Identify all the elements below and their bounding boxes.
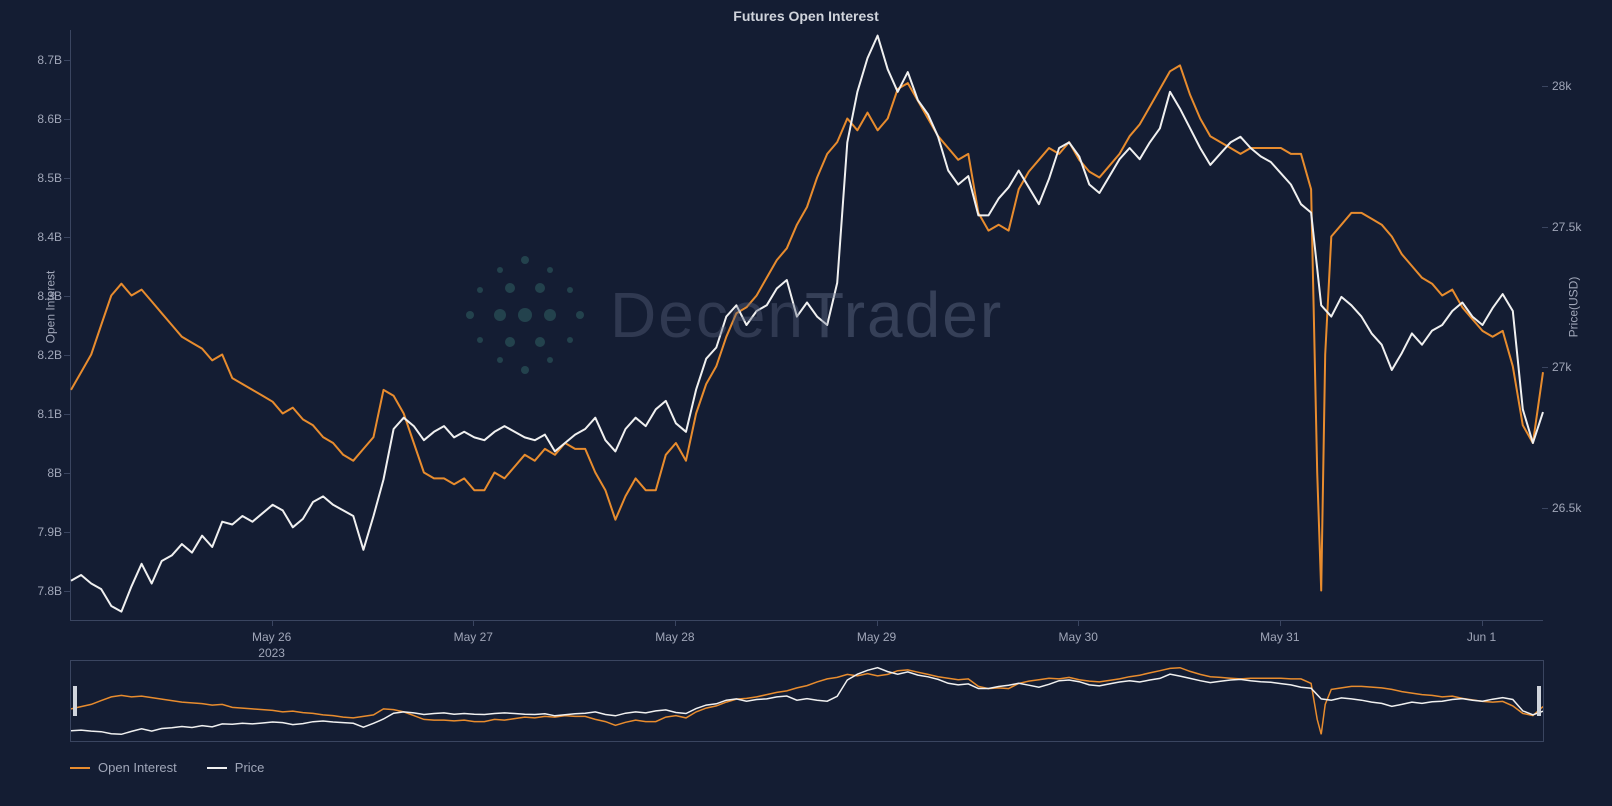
legend-item-price[interactable]: Price (207, 760, 265, 775)
y-left-tick-label: 8.3B (12, 289, 62, 303)
y-right-tick-label: 27k (1552, 360, 1602, 374)
legend-label: Open Interest (98, 760, 177, 775)
legend-swatch (70, 767, 90, 769)
legend: Open Interest Price (70, 760, 264, 775)
y-left-tick-label: 8.5B (12, 171, 62, 185)
y-right-tick-label: 28k (1552, 79, 1602, 93)
legend-label: Price (235, 760, 265, 775)
y-axis-left-label: Open Interest (43, 271, 57, 344)
range-handle-left[interactable] (73, 686, 77, 716)
line-chart-svg (71, 30, 1543, 620)
y-right-tick-label: 27.5k (1552, 220, 1602, 234)
y-left-tick-label: 8.7B (12, 53, 62, 67)
y-left-tick-label: 8.1B (12, 407, 62, 421)
legend-swatch (207, 767, 227, 769)
y-left-tick-label: 8.6B (12, 112, 62, 126)
range-slider-svg (71, 661, 1543, 741)
y-left-tick-label: 8.4B (12, 230, 62, 244)
y-left-tick-label: 8.2B (12, 348, 62, 362)
range-handle-right[interactable] (1537, 686, 1541, 716)
y-left-tick-label: 8B (12, 466, 62, 480)
legend-item-open-interest[interactable]: Open Interest (70, 760, 177, 775)
range-slider[interactable] (70, 660, 1544, 742)
x-tick-label: May 26 (232, 630, 312, 644)
x-year-label: 2023 (232, 646, 312, 660)
x-tick-label: Jun 1 (1442, 630, 1522, 644)
x-tick-label: May 31 (1240, 630, 1320, 644)
y-left-tick-label: 7.8B (12, 584, 62, 598)
chart-title: Futures Open Interest (0, 8, 1612, 24)
y-left-tick-label: 7.9B (12, 525, 62, 539)
x-tick-label: May 29 (837, 630, 917, 644)
x-tick-label: May 30 (1038, 630, 1118, 644)
y-axis-right-label: Price(USD) (1567, 277, 1581, 338)
x-tick-label: May 27 (433, 630, 513, 644)
main-plot-area[interactable] (70, 30, 1543, 621)
y-right-tick-label: 26.5k (1552, 501, 1602, 515)
x-tick-label: May 28 (635, 630, 715, 644)
